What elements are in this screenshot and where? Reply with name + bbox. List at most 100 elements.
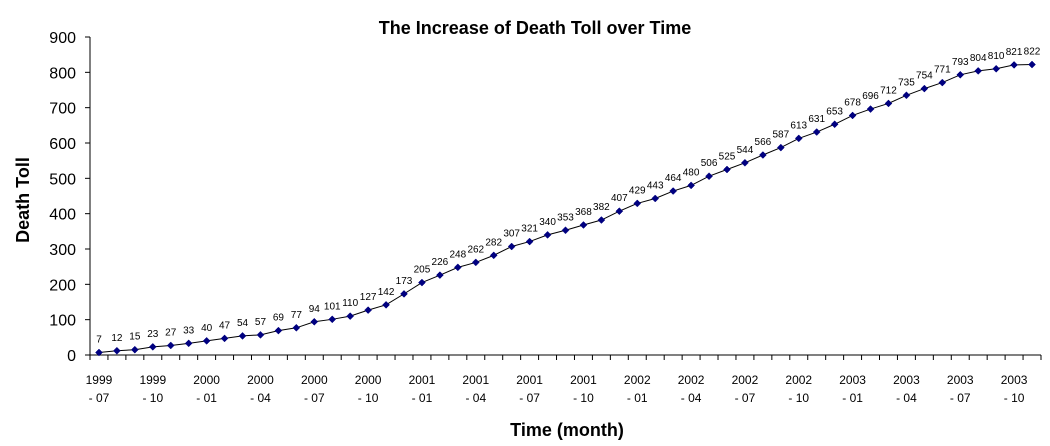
x-tick-label-month: - 10 [788,391,809,405]
data-point [310,317,319,326]
data-label: 12 [111,333,123,344]
data-label: 678 [844,97,861,108]
data-point [794,134,803,143]
y-tick-label: 0 [67,348,76,365]
x-tick-label-month: - 01 [627,391,648,405]
data-point [453,263,462,272]
data-label: 94 [309,304,321,315]
data-point [364,306,372,314]
x-tick-label-year: 2001 [570,373,597,387]
data-label: 248 [449,249,466,260]
data-point [759,151,767,159]
x-tick-label-year: 1999 [139,373,166,387]
data-label: 822 [1024,47,1041,58]
data-label: 77 [291,310,303,321]
data-point [615,207,624,216]
data-label: 464 [665,173,682,184]
x-tick-label-month: - 04 [465,391,486,405]
x-tick-label-month: - 04 [681,391,702,405]
data-point [543,231,552,239]
data-label: 15 [129,332,141,343]
y-tick-label: 800 [49,65,76,82]
data-label: 544 [737,145,754,156]
data-label: 382 [593,202,610,213]
x-tick-label-month: - 07 [950,391,971,405]
data-label: 353 [557,212,574,223]
data-point [974,67,983,75]
data-label: 566 [755,137,772,148]
data-label: 321 [521,224,538,235]
x-tick-label-month: - 10 [142,391,163,405]
data-point [220,334,229,343]
y-axis-title: Death Toll [13,157,33,243]
data-point [705,172,713,181]
data-label: 443 [647,180,664,191]
data-point [202,337,211,345]
data-point [328,315,337,324]
data-label: 23 [147,329,159,340]
y-tick-label: 600 [49,136,76,153]
y-tick-label: 400 [49,207,76,224]
y-ticks: 0 100 200 300 400 500 600 700 800 900 [49,30,90,365]
x-tick-label-month: - 04 [896,391,917,405]
data-label: 712 [880,85,897,96]
data-label: 262 [467,244,484,255]
x-tick-label-month: - 04 [250,391,271,405]
data-label: 735 [898,77,915,88]
data-point [346,312,355,320]
data-label: 506 [701,158,718,169]
data-label: 653 [826,106,843,117]
x-tick-label-year: 2000 [301,373,328,387]
data-point [238,332,247,340]
data-point [633,199,642,208]
x-axis-title: Time (month) [510,420,624,440]
data-label: 205 [414,265,431,276]
data-label: 27 [165,327,177,338]
data-point [776,143,785,152]
data-label: 142 [378,287,395,298]
data-label: 110 [342,298,358,309]
data-label: 340 [539,217,556,228]
data-point [812,128,821,136]
data-point [848,111,857,120]
data-label: 631 [808,114,825,125]
data-point [95,348,103,357]
data-point [382,300,390,309]
x-tick-label-year: 2003 [1001,373,1028,387]
x-tick-label-month: - 01 [196,391,217,405]
data-label: 613 [790,120,807,131]
data-label: 282 [485,237,502,248]
y-tick-label: 200 [49,277,76,294]
x-tick-label-year: 2003 [893,373,920,387]
x-ticks: 1999 - 07 1999 - 10 2000 - 01 2000 - 04 2000 - 07… [86,355,1042,405]
y-tick-label: 300 [49,242,76,259]
data-label: 47 [219,320,231,331]
x-tick-label-month: - 10 [1004,391,1025,405]
data-point [400,290,408,298]
data-label: 127 [360,292,377,303]
data-label: 429 [629,185,646,196]
data-point [561,226,570,235]
data-point [687,181,695,190]
x-tick-label-month: - 01 [842,391,863,405]
data-point [992,64,1000,73]
data-point [525,237,534,246]
data-label: 480 [683,167,700,178]
data-label: 33 [183,325,195,336]
data-label: 810 [988,51,1005,62]
data-point [884,99,893,108]
data-point [920,84,929,93]
data-point [597,216,606,224]
data-label: 7 [96,335,102,346]
data-label: 696 [862,91,879,102]
x-tick-label-month: - 10 [358,391,379,405]
x-tick-label-month: - 07 [735,391,756,405]
data-point [148,343,157,351]
x-tick-label-month: - 07 [304,391,325,405]
data-label: 69 [273,313,285,324]
y-tick-label: 500 [49,171,76,188]
data-point [292,323,301,332]
data-label: 54 [237,318,249,329]
